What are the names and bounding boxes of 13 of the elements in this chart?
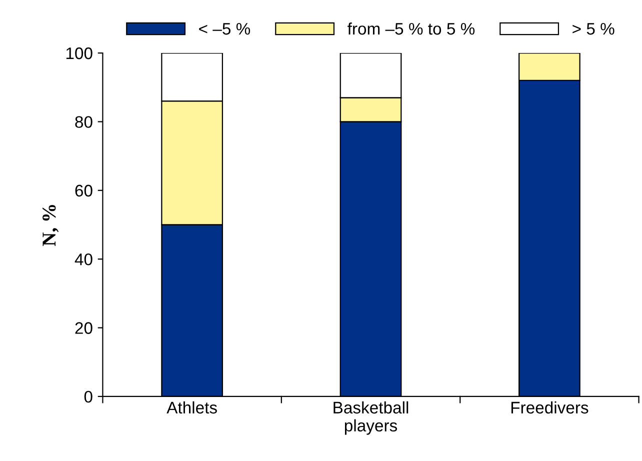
legend-label: > 5 %	[572, 22, 614, 35]
y-tick-label: 100	[66, 47, 92, 60]
y-tick-label: 0	[84, 390, 92, 403]
x-tick-label: Basketball players	[334, 401, 408, 435]
y-tick-label: 80	[75, 116, 92, 128]
y-tick-label: 40	[74, 253, 92, 266]
y-tick-label: 20	[75, 322, 92, 334]
legend-label: from –5 % to 5 %	[348, 22, 475, 35]
y-axis-title: N, %	[42, 204, 59, 246]
y-tick-label: 60	[75, 184, 92, 197]
x-tick-label: Freedivers	[511, 401, 588, 414]
x-tick-label: Athlets	[166, 401, 217, 414]
legend-label: < –5 %	[199, 22, 250, 35]
